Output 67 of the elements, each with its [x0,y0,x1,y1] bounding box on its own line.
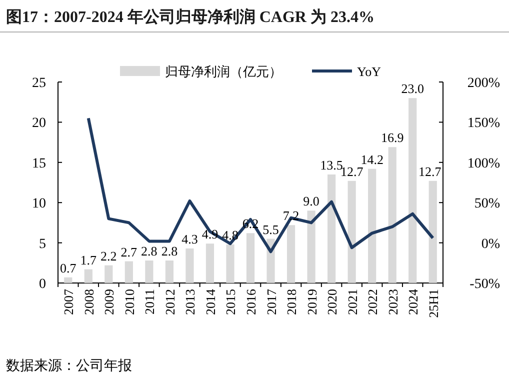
bar [307,210,316,283]
source-note: 数据来源：公司年报 [6,358,132,374]
legend-label: 归母净利润（亿元） [165,64,282,79]
bar [124,261,133,283]
bar [388,147,396,283]
bar [206,244,214,283]
x-tick-label: 2023 [385,289,400,315]
y2-tick-label: 100% [467,156,500,172]
x-tick-label: 2009 [102,289,117,315]
bar [328,174,336,283]
y-tick-label: 10 [32,196,46,212]
y-tick-label: 20 [32,116,46,132]
bar [226,244,234,283]
data-label: 23.0 [401,81,424,96]
data-label: 2.8 [141,243,158,258]
x-tick-label: 2022 [365,289,380,315]
data-label: 2.2 [100,248,117,264]
data-label: 16.9 [380,130,404,146]
bar [246,233,255,283]
data-label: 4.3 [182,231,198,246]
x-tick-label: 2017 [264,288,279,315]
bar [348,180,356,283]
x-tick-label: 2020 [324,289,340,315]
bar [64,277,72,283]
data-label: 2.8 [161,243,178,258]
data-label: 5.5 [262,222,279,237]
data-label: 0.7 [60,260,77,276]
title: 图17：2007-2024 年公司归母净利润 CAGR 为 23.4% [6,9,374,26]
y2-tick-label: 200% [467,76,500,91]
bar [145,260,154,283]
y-tick-label: 0 [39,277,46,292]
x-tick-label: 2012 [162,289,178,315]
y2-tick-label: 150% [467,116,500,132]
y2-tick-label: 0% [481,236,500,252]
bar [408,98,417,283]
data-label: 12.7 [418,164,442,179]
x-tick-label: 2015 [223,289,238,315]
x-tick-label: 2010 [122,289,137,315]
y-tick-label: 25 [32,76,46,91]
x-tick-label: 2021 [344,289,360,315]
bar [165,260,174,283]
data-label: 9.0 [303,194,320,209]
x-tick-label: 2024 [406,288,421,315]
y2-tick-label: -50% [470,277,500,292]
data-label: 13.5 [320,157,343,172]
data-label: 14.2 [360,152,384,167]
bar [104,265,113,283]
x-tick-label: 2014 [202,288,218,315]
legend-label: YoY [357,64,382,79]
x-tick-label: 2013 [182,289,198,315]
bar [186,248,194,283]
y-tick-label: 15 [32,156,46,172]
bar [368,168,376,283]
y2-tick-label: 50% [474,196,500,212]
x-tick-label: 2008 [81,289,96,315]
x-tick-label: 2019 [304,289,320,315]
x-tick-label: 2018 [284,289,300,315]
x-tick-label: 2011 [142,289,158,315]
y-tick-label: 5 [39,236,46,252]
x-tick-label: 2007 [61,288,76,315]
x-tick-label: 25H1 [426,289,441,318]
bar [84,269,92,283]
bar [286,225,296,283]
bar [428,180,437,283]
data-label: 2.7 [120,244,138,260]
x-tick-label: 2016 [244,288,258,315]
data-label: 1.7 [80,252,98,268]
